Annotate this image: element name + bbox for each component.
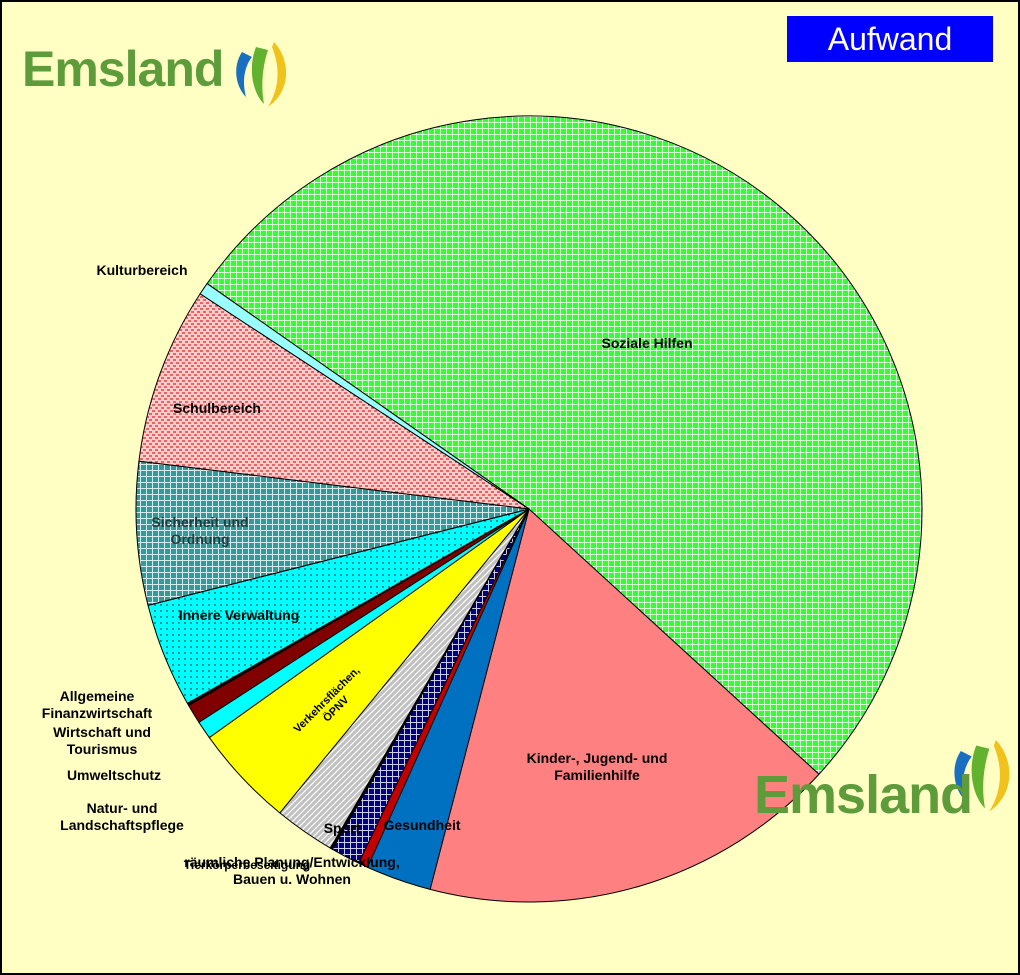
slice-label: räumliche Planung/Entwicklung, Bauen u. …	[184, 854, 400, 887]
logo-text: Emsland	[754, 765, 973, 825]
logo-text: Emsland	[22, 41, 224, 97]
slice-label: Kulturbereich	[96, 262, 188, 278]
slice-label: Kinder-, Jugend- und Familienhilfe	[526, 750, 668, 783]
pie-slice	[199, 282, 530, 510]
pie-slice	[138, 293, 530, 510]
pie-slice	[206, 115, 923, 775]
slice-label: Allgemeine Finanzwirtschaft	[41, 688, 153, 721]
pie-slice	[429, 508, 820, 903]
slice-label: Sicherheit und Ordnung	[151, 514, 249, 547]
title-box: Aufwand	[787, 16, 993, 62]
slice-label: Soziale Hilfen	[601, 335, 693, 351]
slice-label: Innere Verwaltung	[178, 607, 300, 623]
slice-label: Natur- und Landschaftspflege	[60, 800, 184, 833]
slice-label: Wirtschaft und Tourismus	[53, 724, 151, 757]
slice-label: Sport	[323, 820, 361, 836]
slice-label: Umweltschutz	[66, 767, 162, 783]
slice-label: Gesundheit	[383, 817, 461, 833]
slice-label: Tierkörperbeseitigung	[183, 858, 311, 872]
slice-label: Schulbereich	[173, 400, 261, 416]
